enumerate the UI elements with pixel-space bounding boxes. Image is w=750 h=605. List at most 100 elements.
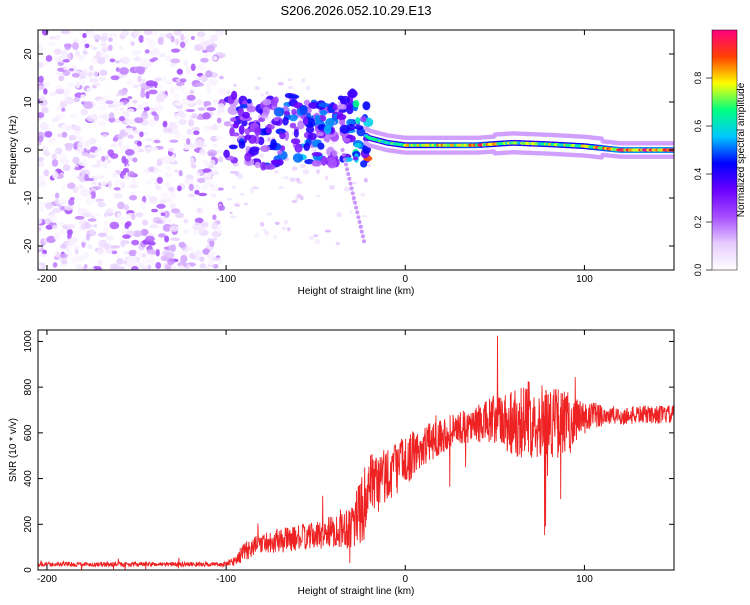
spectrogram-noise-blob (61, 184, 67, 190)
spectrogram-signal-blob (265, 127, 272, 134)
spectrogram-noise-blob (73, 244, 80, 250)
spectrogram-signal-blob (311, 160, 322, 167)
spectrogram-signal-blob (273, 116, 280, 122)
spectrogram-noise-blob (162, 223, 172, 232)
spectrogram-noise-blob (90, 191, 96, 199)
spectrogram-streak-blob (354, 205, 359, 210)
spectrogram-noise-blob (126, 80, 134, 86)
spectrogram-noise-blob (155, 104, 163, 112)
spectrogram-noise-blob (84, 43, 90, 49)
spectrogram-noise-blob (119, 67, 129, 75)
spectrogram-noise-blob (86, 154, 97, 159)
spectrogram-noise-blob (103, 212, 109, 218)
spectrogram-signal-blob (262, 106, 270, 116)
spectrogram-noise-blob (212, 170, 219, 176)
spectrogram-noise-blob (203, 127, 211, 131)
spectrogram-noise-blob (89, 77, 99, 84)
spectrogram-noise-blob (200, 57, 209, 63)
spectrogram-noise-blob (107, 44, 113, 52)
spectrogram-noise-blob (47, 41, 56, 47)
spectrogram-noise-blob (39, 122, 47, 130)
spectrogram-noise-blob (217, 187, 224, 191)
spectrogram-noise-blob (83, 101, 94, 110)
snr-y-tick-label: 400 (23, 470, 34, 487)
spectrogram-noise-blob (157, 233, 167, 238)
spectrogram-noise-blob (169, 203, 176, 209)
spectrogram-noise-blob (125, 155, 135, 161)
spectrogram-noise-blob (68, 198, 75, 206)
spectrogram-noise-blob (38, 44, 44, 52)
spectrogram-noise-blob (61, 124, 67, 131)
spectrogram-noise-blob (109, 263, 120, 269)
spectrogram-noise-blob (329, 184, 335, 190)
spectrogram-noise-blob (45, 55, 53, 62)
spectrogram-signal-blob (239, 104, 248, 109)
spectrogram-noise-blob (177, 265, 185, 270)
spectrogram-noise-blob (180, 254, 188, 263)
spectrogram-noise-blob (105, 208, 114, 214)
spectrogram-noise-blob (173, 101, 182, 107)
spectrogram-noise-blob (159, 209, 165, 214)
spectrogram-noise-blob (349, 210, 353, 215)
spectrogram-noise-blob (183, 228, 189, 235)
spectrogram-noise-blob (95, 198, 104, 202)
spectrogram-x-tick-label: -200 (37, 274, 57, 285)
spectrogram-noise-blob (97, 200, 102, 207)
spectrogram-noise-blob (186, 128, 193, 135)
spectrogram-noise-blob (100, 42, 108, 47)
spectrogram-noise-blob (155, 169, 162, 173)
spectrogram-noise-blob (193, 130, 200, 136)
spectrogram-noise-blob (208, 251, 217, 255)
spectrogram-noise-blob (117, 265, 125, 270)
spectrogram-signal-blob (303, 117, 309, 126)
spectrogram-noise-blob (117, 201, 125, 210)
spectrogram-noise-blob (147, 264, 152, 270)
spectrogram-noise-blob (55, 251, 61, 258)
spectrogram-signal-blob (249, 146, 260, 153)
spectrogram-noise-blob (63, 43, 73, 48)
spectrogram-noise-blob (145, 180, 152, 185)
spectrogram-noise-blob (91, 181, 98, 185)
spectrogram-noise-blob (116, 257, 124, 265)
spectrogram-signal-blob (244, 134, 252, 140)
spectrogram-noise-blob (196, 64, 206, 71)
spectrogram-signal-blob (277, 150, 283, 155)
spectrogram-noise-blob (84, 221, 90, 229)
spectrogram-noise-blob (194, 217, 204, 224)
spectrogram-noise-blob (170, 155, 176, 163)
spectrogram-noise-blob (202, 248, 211, 255)
spectrogram-noise-blob (214, 30, 222, 33)
spectrogram-noise-blob (71, 125, 82, 131)
spectrogram-noise-blob (123, 127, 134, 133)
spectrogram-noise-blob (170, 62, 177, 68)
spectrogram-noise-blob (186, 94, 196, 101)
spectrogram-signal-blob (290, 138, 301, 145)
spectrogram-noise-blob (55, 88, 65, 95)
spectrogram-noise-blob (217, 87, 228, 96)
spectrogram-signal-blob (339, 95, 351, 104)
spectrogram-noise-blob (305, 85, 311, 91)
spectrogram-noise-blob (38, 181, 44, 188)
spectrogram-x-label: Height of straight line (km) (298, 286, 415, 297)
spectrogram-noise-blob (256, 76, 262, 80)
spectrogram-noise-blob (75, 147, 85, 154)
spectrogram-noise-blob (361, 214, 368, 218)
spectrogram-noise-blob (46, 235, 56, 244)
spectrogram-noise-blob (66, 182, 76, 190)
spectrogram-noise-blob (239, 192, 245, 196)
spectrogram-noise-blob (179, 47, 188, 51)
spectrogram-noise-blob (49, 213, 57, 221)
spectrogram-noise-blob (185, 66, 192, 75)
spectrogram-noise-blob (142, 258, 151, 264)
spectrogram-noise-blob (51, 207, 62, 214)
spectrogram-noise-blob (109, 112, 115, 119)
spectrogram-noise-blob (113, 192, 123, 199)
spectrogram-noise-blob (170, 244, 177, 252)
spectrogram-noise-blob (125, 119, 136, 126)
spectrogram-noise-blob (89, 137, 97, 145)
spectrogram-signal-blob (362, 101, 371, 111)
spectrogram-noise-blob (66, 223, 76, 230)
spectrogram-noise-blob (109, 153, 119, 159)
spectrogram-noise-blob (194, 189, 200, 195)
